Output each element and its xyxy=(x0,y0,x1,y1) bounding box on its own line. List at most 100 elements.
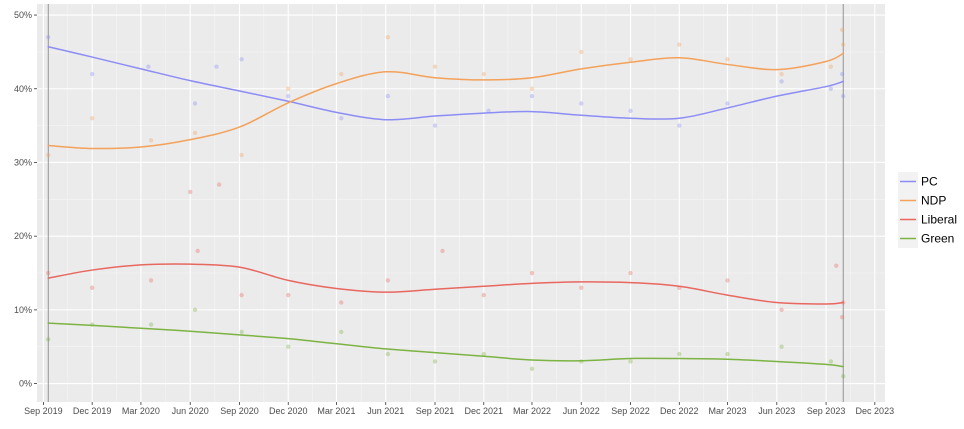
x-tick-label: Dec 2021 xyxy=(465,406,504,416)
poll-point-pc xyxy=(839,71,845,77)
poll-point-green xyxy=(339,329,344,335)
legend-label-liberal: Liberal xyxy=(921,213,957,227)
poll-point-pc xyxy=(677,123,682,128)
poll-point-pc xyxy=(89,71,95,77)
grid-major xyxy=(37,4,885,402)
poll-point-ndp xyxy=(148,138,154,143)
poll-point-ndp xyxy=(192,130,198,136)
x-tick-label: Dec 2020 xyxy=(269,406,308,416)
x-tick-label: Dec 2022 xyxy=(660,406,699,416)
poll-point-pc xyxy=(339,116,344,121)
poll-point-pc xyxy=(146,64,151,69)
poll-point-ndp xyxy=(481,71,486,77)
poll-point-pc xyxy=(486,108,491,114)
poll-point-liberal xyxy=(195,248,200,254)
poll-points xyxy=(46,27,846,379)
poll-point-liberal xyxy=(839,315,845,320)
poll-point-green xyxy=(841,374,846,379)
poll-point-ndp xyxy=(529,86,535,91)
x-tick-label: Mar 2021 xyxy=(317,406,355,416)
y-tick-label: 40% xyxy=(14,84,32,94)
x-axis: Sep 2019 Dec 2019 Mar 2020 Jun 2020 Sep 2020… xyxy=(24,402,894,416)
poll-point-green xyxy=(677,351,682,357)
poll-point-ndp xyxy=(385,34,391,40)
poll-point-ndp xyxy=(579,49,584,55)
x-tick-label: Mar 2023 xyxy=(708,406,746,416)
poll-point-ndp xyxy=(841,42,846,47)
x-tick-label: Jun 2021 xyxy=(367,406,404,416)
poll-point-liberal xyxy=(239,292,244,298)
poll-point-liberal xyxy=(834,263,839,268)
grid-minor xyxy=(37,4,885,402)
poll-point-ndp xyxy=(46,152,51,158)
poll-point-liberal xyxy=(725,278,730,283)
trend-lines xyxy=(47,46,844,368)
poll-point-green xyxy=(725,351,730,357)
x-tick-label: Jun 2022 xyxy=(563,406,600,416)
x-tick-label: Sep 2023 xyxy=(807,406,846,416)
poll-point-ndp xyxy=(725,57,730,62)
poll-point-pc xyxy=(286,93,291,99)
poll-point-green xyxy=(385,351,391,357)
poll-point-pc xyxy=(828,86,834,91)
legend: PC NDP Liberal Green xyxy=(898,172,957,248)
poll-point-liberal xyxy=(481,292,486,298)
poll-point-pc xyxy=(214,64,219,69)
poll-point-ndp xyxy=(286,86,291,91)
poll-point-liberal xyxy=(529,270,535,276)
poll-point-ndp xyxy=(828,64,834,69)
poll-point-green xyxy=(779,344,784,349)
poll-point-liberal xyxy=(46,270,51,276)
poll-point-green xyxy=(828,359,834,364)
poll-point-ndp xyxy=(339,71,344,77)
poll-point-green xyxy=(148,322,154,327)
poll-point-liberal xyxy=(148,278,154,283)
poll-point-ndp xyxy=(677,42,682,47)
x-tick-label: Jun 2023 xyxy=(758,406,795,416)
plot-panel xyxy=(37,4,885,402)
poll-point-liberal xyxy=(89,285,95,290)
poll-point-green xyxy=(628,359,633,364)
poll-point-pc xyxy=(432,123,438,128)
legend-label-green: Green xyxy=(921,232,954,246)
x-tick-label: Sep 2020 xyxy=(220,406,259,416)
x-tick-label: Dec 2019 xyxy=(73,406,112,416)
y-tick-label: 20% xyxy=(14,231,32,241)
poll-point-liberal xyxy=(339,300,344,305)
reference-lines xyxy=(47,4,844,402)
poll-point-ndp xyxy=(628,57,633,62)
x-tick-label: Mar 2022 xyxy=(513,406,551,416)
poll-point-pc xyxy=(239,57,244,62)
poll-point-pc xyxy=(529,93,535,99)
x-tick-label: Jun 2020 xyxy=(172,406,209,416)
y-tick-label: 0% xyxy=(19,379,32,389)
trend-line-ndp xyxy=(47,52,844,150)
poll-point-liberal xyxy=(628,270,633,276)
poll-point-ndp xyxy=(432,64,438,69)
poll-point-green xyxy=(481,351,486,357)
poll-point-green xyxy=(529,366,535,372)
poll-point-pc xyxy=(841,93,846,99)
x-tick-label: Sep 2021 xyxy=(416,406,455,416)
y-axis: 0% 10% 20% 30% 40% 50% xyxy=(14,10,37,389)
poll-point-ndp xyxy=(839,27,845,32)
poll-point-ndp xyxy=(779,71,784,77)
poll-point-liberal xyxy=(579,285,584,290)
poll-point-green xyxy=(239,329,244,335)
poll-point-green xyxy=(192,307,198,313)
y-tick-label: 50% xyxy=(14,10,32,20)
trend-line-green xyxy=(47,322,844,368)
y-tick-label: 30% xyxy=(14,157,32,167)
x-tick-label: Mar 2020 xyxy=(122,406,160,416)
poll-point-pc xyxy=(628,108,633,114)
poll-point-pc xyxy=(46,34,51,40)
x-tick-label: Sep 2022 xyxy=(611,406,650,416)
x-tick-label: Dec 2023 xyxy=(856,406,895,416)
poll-point-liberal xyxy=(440,248,445,254)
y-tick-label: 10% xyxy=(14,305,32,315)
poll-point-pc xyxy=(579,101,584,106)
poll-point-green xyxy=(432,359,438,364)
poll-point-green xyxy=(286,344,291,349)
poll-point-liberal xyxy=(188,189,193,195)
